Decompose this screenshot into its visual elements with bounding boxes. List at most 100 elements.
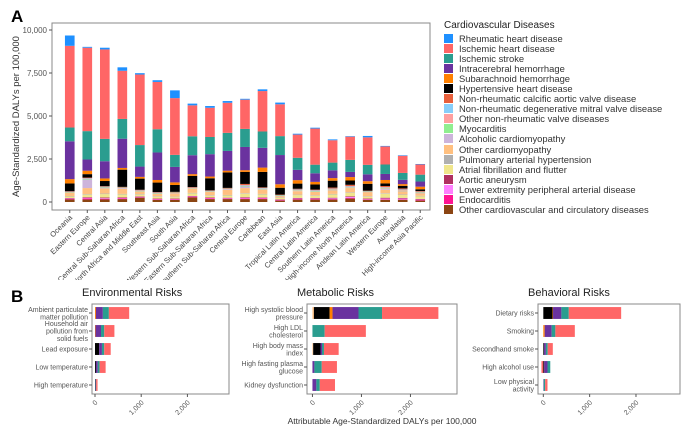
bar-segment xyxy=(95,325,96,337)
bar-segment xyxy=(319,379,335,391)
bar-segment xyxy=(82,177,93,179)
bar-segment xyxy=(312,325,325,337)
bar-segment xyxy=(547,343,553,355)
bar-stack xyxy=(152,80,163,202)
bar-segment xyxy=(257,188,268,190)
bar-segment xyxy=(547,361,551,373)
bar-segment xyxy=(545,343,548,355)
bar-segment xyxy=(327,140,338,163)
bar-segment xyxy=(117,198,128,200)
bar-segment xyxy=(82,170,93,175)
bar-segment xyxy=(327,170,338,179)
bar-segment xyxy=(257,147,268,168)
bar-segment xyxy=(101,343,105,355)
bar-segment xyxy=(82,159,93,171)
bar-stack xyxy=(257,89,268,202)
x-tick-label: 2,000 xyxy=(398,399,415,416)
bar-segment xyxy=(362,196,373,197)
bar-segment xyxy=(64,192,75,193)
bar-segment xyxy=(568,307,622,319)
bar-segment xyxy=(64,191,75,192)
bar-segment xyxy=(415,163,426,165)
bar-segment xyxy=(362,199,373,202)
bar-segment xyxy=(415,200,426,202)
plot-frame xyxy=(537,303,681,395)
y-axis-label: Age-Standardized DALYs per 100,000 xyxy=(11,36,22,197)
bar-segment xyxy=(380,186,391,188)
bar-segment xyxy=(240,193,250,198)
bar-segment xyxy=(310,164,320,174)
bar-segment xyxy=(345,197,355,199)
bar-segment xyxy=(187,187,198,189)
bar-segment xyxy=(82,197,93,198)
bar-segment xyxy=(240,198,250,200)
bar-segment xyxy=(380,187,391,188)
bar-segment xyxy=(292,180,303,184)
bar-stack xyxy=(292,133,303,202)
bar-segment xyxy=(205,191,215,196)
bar-segment xyxy=(99,47,110,50)
bar-segment xyxy=(292,190,303,191)
legend-item: Aortic aneurysm xyxy=(444,174,662,185)
bar-segment xyxy=(397,190,408,192)
bar-segment xyxy=(101,325,105,337)
y-tick-label: cholesterol xyxy=(269,332,303,339)
bar-segment xyxy=(345,136,355,160)
bar-segment xyxy=(170,192,180,194)
bar-segment xyxy=(380,199,391,200)
legend-label: Rheumatic heart disease xyxy=(459,32,563,44)
bar-segment xyxy=(99,197,110,199)
bar-segment xyxy=(327,189,338,191)
bar-segment xyxy=(222,188,233,190)
y-tick-label: 10,000 xyxy=(23,26,48,35)
bar-segment xyxy=(327,193,338,195)
legend-item: Intracerebral hemorrhage xyxy=(444,62,662,74)
bar-segment xyxy=(310,190,320,192)
bar-segment xyxy=(99,343,102,355)
bar-segment xyxy=(543,325,545,337)
bar-segment xyxy=(82,179,93,189)
bar-segment xyxy=(222,102,233,133)
bar-segment xyxy=(82,47,93,132)
bar-segment xyxy=(170,199,180,200)
bar-segment xyxy=(240,188,250,194)
bar-stack xyxy=(82,46,93,202)
bar-segment xyxy=(415,193,426,196)
bar-segment xyxy=(275,194,285,196)
bar-segment xyxy=(257,197,268,198)
bar-segment xyxy=(310,190,320,191)
bar-segment xyxy=(345,187,355,189)
bar-segment xyxy=(64,179,75,184)
bar-segment xyxy=(205,195,215,198)
bar-segment xyxy=(362,164,373,175)
bar-segment xyxy=(275,195,285,196)
bar-segment xyxy=(99,138,110,162)
bar-segment xyxy=(397,199,408,200)
bar-segment xyxy=(99,187,110,188)
bar-segment xyxy=(135,166,145,177)
bar-segment xyxy=(415,186,426,190)
bar-segment xyxy=(240,199,250,202)
legend-label: Intracerebral hemorrhage xyxy=(459,62,565,74)
bar-segment xyxy=(152,193,163,194)
bar-segment xyxy=(187,188,198,193)
bar-segment xyxy=(257,199,268,202)
bar-segment xyxy=(205,176,215,179)
bar-segment xyxy=(380,145,391,147)
bar-segment xyxy=(99,161,110,179)
y-tick-label: Ambient particulate xyxy=(28,307,88,314)
bar-stack xyxy=(415,163,426,202)
legend-items: Rheumatic heart disease Ischemic heart di… xyxy=(444,33,662,215)
legend-item: Pulmonary arterial hypertension xyxy=(444,154,662,165)
bar-segment xyxy=(240,99,250,129)
bar-segment xyxy=(222,195,233,198)
bar-segment xyxy=(327,188,338,190)
panel-label-a: A xyxy=(11,7,24,26)
bar-segment xyxy=(170,166,180,183)
bar-stack xyxy=(345,136,355,202)
bar-segment xyxy=(82,198,93,200)
bar-segment xyxy=(64,141,75,180)
bar-segment xyxy=(257,167,268,172)
bar-segment xyxy=(362,174,373,182)
bar-segment xyxy=(543,361,545,373)
